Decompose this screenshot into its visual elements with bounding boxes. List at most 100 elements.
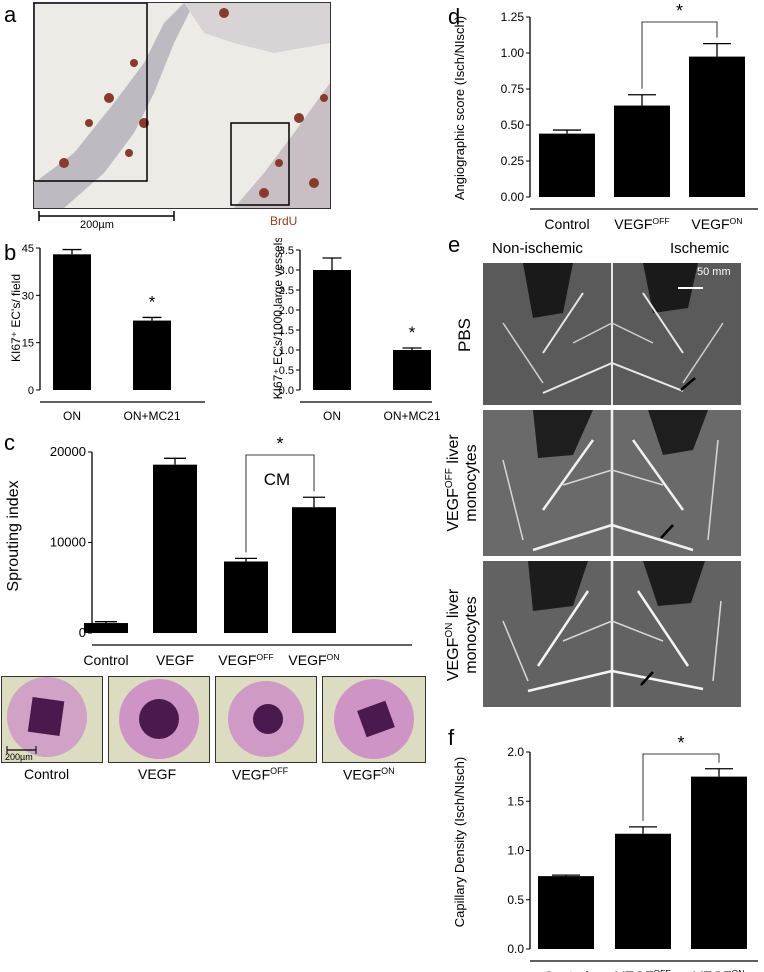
c-bar — [153, 464, 197, 633]
thumb-control — [1, 676, 103, 763]
b-right-ytick-label: 0.5 — [279, 365, 294, 377]
micrograph-drawing — [34, 3, 330, 208]
f-bar — [538, 876, 594, 949]
d-ytick-label: 1.25 — [501, 10, 525, 24]
b-left-category-label: ON+MC21 — [123, 409, 180, 423]
panel-label-e: e — [448, 232, 461, 257]
b-right-ytick-label: 1.5 — [279, 325, 294, 337]
f-category-label: VEGFOFF — [615, 968, 670, 972]
b-left-ytick-label: 30 — [22, 290, 34, 302]
f-category-label: Control — [543, 968, 588, 972]
c-bar — [224, 561, 268, 633]
stain-label: BrdU — [270, 214, 298, 228]
row-label-vegf-on: VEGFON liver — [444, 588, 462, 681]
f-ytick-label: 1.5 — [507, 794, 524, 808]
b-left-ytick-label: 15 — [22, 338, 34, 350]
d-ytick-label: 0.25 — [501, 154, 525, 168]
b-right-ytick-label: 2.0 — [279, 305, 294, 317]
f-significance-star: * — [677, 733, 684, 753]
c-category-label: VEGFOFF — [218, 652, 273, 668]
row-label-vegf-off: VEGFOFF liver — [444, 434, 462, 532]
d-category-label: VEGFOFF — [614, 216, 669, 232]
f-ytick-label: 2.0 — [507, 745, 524, 759]
f-ytick-label: 0.0 — [507, 942, 524, 956]
b-right-ytick-label: 3.5 — [279, 245, 294, 257]
c-ytick-label: 0 — [79, 625, 86, 640]
f-ytick-label: 1.0 — [507, 844, 524, 858]
c-significance-bracket — [245, 454, 315, 553]
row-label-vegf-on-2: monocytes — [463, 596, 480, 673]
b-left-ytick-label: 0 — [28, 385, 34, 397]
ischemic-label: Ischemic — [670, 240, 730, 257]
scale-label-c: 200µm — [5, 752, 33, 762]
c-cm-label: CM — [264, 470, 290, 489]
b-right-category-label: ON+MC21 — [383, 409, 440, 423]
c-ytick-label: 20000 — [50, 444, 86, 459]
c-category-label: VEGF — [156, 652, 194, 668]
f-ylabel: Capillary Density (Isch/NIsch) — [452, 757, 467, 928]
c-category-label: Control — [83, 652, 128, 668]
thumb-vegf-on — [322, 676, 426, 763]
panel-label-f: f — [448, 725, 455, 750]
c-bar — [84, 623, 128, 633]
panel-label-d: d — [448, 4, 461, 29]
b-right-ylabel: KI67⁺ EC's/1000 large vessels — [271, 238, 285, 399]
b-right-category-label: ON — [323, 409, 341, 423]
f-ytick-label: 0.5 — [507, 893, 524, 907]
angiogram-pbs — [483, 263, 741, 405]
b-right-bar — [393, 350, 431, 390]
thumb-label-vegf: VEGF — [138, 766, 177, 782]
b-left-bar — [53, 254, 91, 390]
d-significance-star: * — [676, 2, 683, 21]
c-category-label: VEGFON — [288, 652, 339, 668]
scale-bar-c — [6, 746, 37, 754]
row-label-vegf-off-2: monocytes — [463, 444, 480, 521]
chart-b-right: KI67⁺ EC's/1000 large vessels 0.0 0.5 1.0 1… — [271, 238, 440, 423]
d-ytick-label: 0.75 — [501, 82, 525, 96]
chart-d: Angiographic score (Isch/NIsch) 0.00 0.25… — [452, 2, 758, 232]
c-bar — [292, 507, 336, 633]
panel-label-b: b — [4, 240, 17, 265]
d-significance-bracket — [641, 21, 718, 89]
b-right-ytick-label: 1.0 — [279, 345, 294, 357]
b-right-ytick-label: 3.0 — [279, 265, 294, 277]
d-ytick-label: 1.00 — [501, 46, 525, 60]
f-category-label: VEGFON — [693, 968, 744, 972]
b-right-significance-star: * — [409, 323, 416, 342]
chart-f: Capillary Density (Isch/NIsch) 0.0 0.5 1.0… — [452, 733, 758, 972]
scale-label-a: 200µm — [80, 219, 114, 231]
b-right-ytick-label: 0.0 — [279, 385, 294, 397]
angio-row-labels: PBS VEGFOFF liver monocytes VEGFON liver… — [444, 318, 480, 681]
angiogram-vegf-off — [483, 410, 741, 556]
f-significance-bracket — [642, 753, 720, 821]
thumb-label-vegf-off: VEGFOFF — [232, 766, 289, 783]
thumb-label-vegf-on: VEGFON — [343, 766, 395, 783]
b-right-bar — [313, 270, 351, 390]
b-left-category-label: ON — [63, 409, 81, 423]
thumb-vegf — [108, 676, 210, 763]
c-significance-star: * — [276, 436, 283, 454]
f-bar — [691, 776, 747, 949]
b-right-ytick-label: 2.5 — [279, 285, 294, 297]
d-bar — [614, 105, 670, 197]
non-ischemic-label: Non-ischemic — [492, 240, 583, 257]
d-ytick-label: 0.00 — [501, 190, 525, 204]
d-category-label: Control — [544, 216, 589, 232]
b-left-significance-star: * — [149, 292, 156, 311]
chart-b-left: KI67⁺ EC's/ field 0 15 30 45 ON ON+MC21 * — [9, 243, 205, 423]
brdu-micrograph — [33, 2, 331, 209]
thumb-vegf-off — [215, 676, 317, 763]
scale-label-e: 50 mm — [697, 266, 731, 278]
panel-label-a: a — [4, 2, 17, 27]
d-ylabel: Angiographic score (Isch/NIsch) — [452, 16, 467, 200]
b-left-ytick-label: 45 — [22, 243, 34, 255]
thumb-label-control: Control — [24, 766, 70, 782]
d-ytick-label: 0.50 — [501, 118, 525, 132]
d-category-label: VEGFON — [691, 216, 742, 232]
d-bar — [539, 133, 595, 197]
f-bar — [615, 833, 671, 949]
c-ylabel: Sprouting index — [5, 480, 22, 591]
b-left-ylabel: KI67⁺ EC's/ field — [9, 274, 23, 362]
b-left-bar — [133, 320, 171, 390]
scale-bar-a — [38, 211, 175, 221]
